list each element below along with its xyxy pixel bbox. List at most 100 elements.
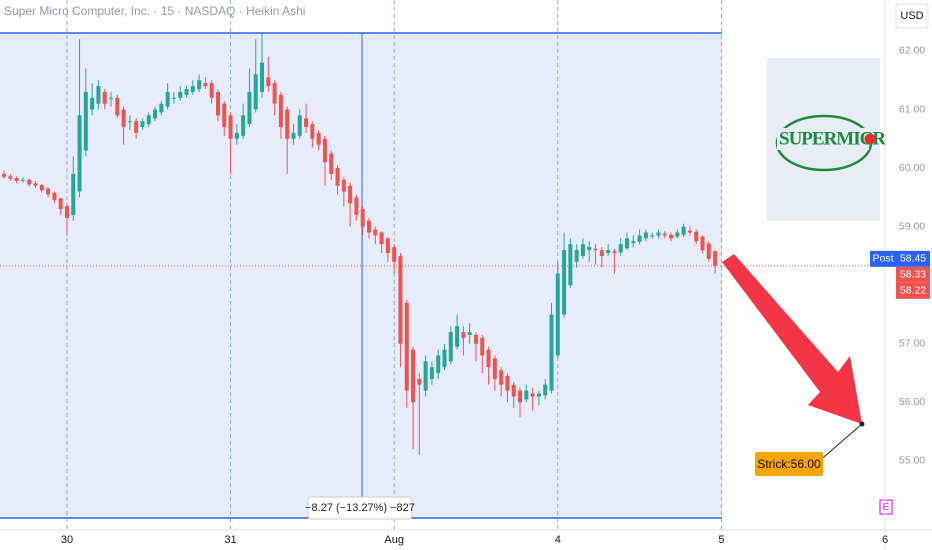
candle-body bbox=[417, 378, 422, 385]
x-tick-label: 6 bbox=[882, 534, 888, 546]
last-price-box bbox=[896, 266, 930, 283]
candle-body bbox=[291, 132, 296, 139]
candle-body bbox=[694, 231, 699, 242]
candle-body bbox=[480, 337, 485, 356]
candle-body bbox=[455, 326, 460, 347]
currency[interactable]: USD bbox=[900, 10, 923, 22]
low-price-box bbox=[896, 282, 930, 299]
candle-body bbox=[574, 250, 579, 262]
candle-body bbox=[222, 103, 227, 128]
candle-body bbox=[348, 185, 353, 204]
candle-body bbox=[260, 62, 265, 92]
y-tick-label: 57.00 bbox=[899, 338, 925, 350]
candle-body bbox=[341, 179, 346, 192]
date-range-box bbox=[0, 33, 722, 518]
candle-body bbox=[39, 185, 44, 191]
x-tick-label: Aug bbox=[384, 534, 404, 546]
candle-body bbox=[423, 361, 428, 391]
candle-body bbox=[587, 247, 592, 251]
earnings-marker[interactable]: E bbox=[883, 502, 890, 513]
candle-body bbox=[184, 89, 189, 95]
arrow bbox=[722, 254, 862, 424]
logo-text: SUPERMICR bbox=[779, 128, 886, 149]
candle-body bbox=[618, 244, 623, 253]
candle-body bbox=[543, 384, 548, 396]
candle-body bbox=[631, 241, 636, 244]
candle-body bbox=[411, 349, 416, 403]
chart-title: Super Micro Computer, Inc. · 15 · NASDAQ… bbox=[4, 4, 305, 18]
measure-box bbox=[307, 496, 413, 520]
y-tick-label: 60.00 bbox=[899, 162, 925, 174]
post-tag: Post bbox=[872, 253, 893, 265]
candle-body bbox=[71, 173, 76, 215]
candle-body bbox=[64, 206, 69, 218]
candle-body bbox=[625, 238, 630, 249]
logo-mask bbox=[777, 128, 869, 150]
candle-body bbox=[656, 232, 661, 236]
candle-body bbox=[612, 251, 617, 253]
annotation-text: Strick:56.00 bbox=[757, 457, 821, 471]
x-tick-label: 30 bbox=[61, 534, 73, 546]
candle-body bbox=[555, 273, 560, 356]
candle-body bbox=[511, 384, 516, 397]
candle-body bbox=[650, 235, 655, 237]
candle-body bbox=[228, 115, 233, 139]
candle-body bbox=[27, 179, 32, 185]
annotation-box bbox=[755, 452, 823, 476]
candle-body bbox=[436, 355, 441, 374]
candle-body bbox=[178, 91, 183, 98]
candle-body bbox=[429, 367, 434, 379]
candle-body bbox=[442, 349, 447, 368]
candle-body bbox=[96, 86, 101, 104]
candle-body bbox=[379, 232, 384, 245]
candle-body bbox=[580, 244, 585, 256]
candle-body bbox=[266, 77, 271, 87]
candle-body bbox=[33, 183, 38, 186]
candle-body bbox=[461, 332, 466, 338]
post-price-box bbox=[896, 250, 930, 267]
candle-body bbox=[234, 132, 239, 139]
candle-body bbox=[687, 230, 692, 233]
candle-body bbox=[83, 91, 88, 151]
candle-body bbox=[241, 115, 246, 136]
candle-body bbox=[215, 91, 220, 116]
candle-body bbox=[304, 118, 309, 128]
candle-body bbox=[706, 243, 711, 259]
logo-dot bbox=[864, 133, 876, 145]
candle-body bbox=[398, 255, 403, 344]
annotation-point bbox=[859, 421, 865, 427]
candle-body bbox=[159, 103, 164, 113]
candle-body bbox=[499, 370, 504, 385]
candle-body bbox=[153, 109, 158, 119]
candle-body bbox=[203, 83, 208, 87]
candle-body bbox=[316, 132, 321, 145]
candle-body bbox=[329, 153, 334, 174]
y-tick-label: 62.00 bbox=[899, 45, 925, 57]
candle-body bbox=[662, 233, 667, 236]
candle-body bbox=[518, 390, 523, 403]
candle-body bbox=[190, 86, 195, 92]
candle-body bbox=[197, 80, 202, 90]
annotation-line bbox=[817, 423, 863, 463]
candle-body bbox=[109, 97, 114, 99]
candle-body bbox=[681, 226, 686, 235]
candle-body bbox=[568, 244, 573, 286]
y-tick-label: 61.00 bbox=[899, 103, 925, 115]
earnings-box[interactable] bbox=[879, 499, 893, 515]
currency-box[interactable] bbox=[895, 3, 929, 29]
candle-body bbox=[127, 121, 132, 123]
post-price: 58.45 bbox=[900, 253, 926, 265]
candle-body bbox=[209, 83, 214, 98]
candle-body bbox=[140, 121, 145, 128]
candle-body bbox=[562, 250, 567, 315]
candle-body bbox=[146, 115, 151, 125]
post-tag-box bbox=[870, 250, 896, 267]
candle-body bbox=[593, 248, 598, 251]
candle-body bbox=[272, 83, 277, 104]
candle-body bbox=[58, 198, 63, 210]
candle-body bbox=[14, 178, 19, 181]
x-tick-label: 5 bbox=[718, 534, 724, 546]
candle-body bbox=[599, 250, 604, 256]
